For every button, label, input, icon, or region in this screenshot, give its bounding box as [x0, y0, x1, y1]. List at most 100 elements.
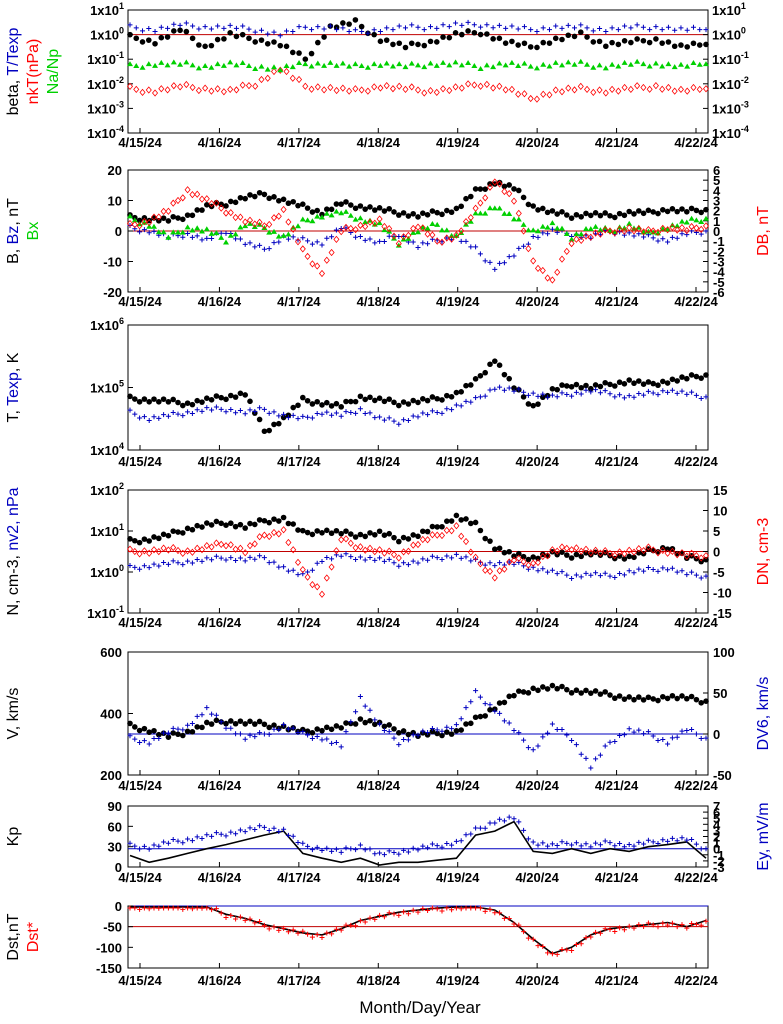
DN-point	[280, 526, 287, 534]
Bz-point	[194, 233, 200, 239]
T-point	[256, 416, 263, 423]
B-point	[400, 210, 407, 216]
V-point	[324, 724, 330, 731]
nkT-point	[389, 85, 396, 93]
Ey-point	[434, 843, 440, 849]
N-point	[127, 536, 133, 542]
Dst*-point	[449, 907, 455, 913]
panel-3-ytick-exp: -1	[116, 604, 124, 614]
Ey-point	[180, 840, 186, 846]
T-point	[261, 428, 268, 435]
T/Texp-point	[340, 25, 346, 31]
panel-4-ytick-label: 600	[100, 645, 122, 660]
DV6-point	[285, 726, 291, 732]
panel-4-ylabel_left: V, km/s	[5, 688, 22, 740]
nv2-point	[386, 556, 392, 562]
Ey-point	[242, 829, 248, 835]
Ey-point	[228, 829, 234, 835]
Bz-point	[305, 238, 311, 244]
panel-2-xtick-label: 4/17/24	[277, 454, 321, 469]
B-point	[631, 211, 637, 217]
V-point	[674, 695, 680, 702]
nkT-point	[220, 88, 227, 96]
nkT-point	[565, 84, 572, 92]
DN-point	[693, 551, 700, 560]
Texp-point	[204, 405, 210, 411]
DN-point	[371, 548, 378, 556]
nv2-point	[257, 553, 263, 559]
Ey-point	[621, 844, 627, 850]
Ey-point	[660, 837, 666, 843]
N-point	[549, 548, 556, 555]
nv2-point	[487, 560, 493, 566]
N-point	[338, 530, 345, 537]
B-point	[170, 213, 176, 220]
nkT-point	[690, 83, 697, 92]
DB-point	[534, 264, 542, 273]
nkT-point	[609, 85, 616, 93]
T-point	[703, 372, 709, 378]
Bx-point	[592, 223, 599, 229]
panel-1	[126, 169, 710, 293]
panel-5-y2tick-label: 2	[713, 830, 720, 845]
Texp-point	[525, 392, 531, 398]
nv2-point	[626, 568, 632, 574]
Dst*-point	[372, 916, 378, 922]
T-point	[626, 377, 632, 383]
Dst*-point	[381, 914, 387, 920]
DB-point	[395, 239, 402, 248]
DV6-point	[127, 733, 133, 739]
panel-1-xtick-label: 4/18/24	[357, 294, 401, 309]
Texp-point	[482, 393, 488, 399]
nv2-point	[410, 558, 416, 564]
Bx-point	[232, 231, 239, 237]
Dst*-point	[314, 932, 320, 938]
DB-point	[352, 225, 359, 234]
nv2-point	[698, 575, 704, 581]
N-point	[213, 518, 220, 525]
N-point	[597, 552, 604, 558]
Ey-point	[554, 842, 560, 848]
T-point	[242, 392, 248, 398]
DN-point	[376, 546, 383, 554]
panel-0-ytick-label: 1x10-3	[87, 99, 124, 116]
T-point	[213, 393, 220, 399]
V-point	[597, 691, 604, 697]
N-point	[439, 523, 445, 530]
B-point	[616, 210, 623, 217]
B-point	[184, 212, 191, 218]
DN-point	[462, 537, 470, 546]
DV6-point	[434, 727, 440, 733]
DB-point	[611, 229, 618, 237]
panel-0-y2tick-exp: -4	[741, 124, 749, 134]
DB-point	[683, 226, 690, 235]
Dst*-point	[281, 925, 287, 931]
Texp-point	[305, 414, 311, 420]
beta-point	[421, 42, 428, 49]
V-point	[540, 684, 546, 690]
N-point	[463, 516, 469, 522]
DV6-point	[540, 734, 546, 740]
N-point	[223, 522, 229, 528]
DV6-point	[453, 722, 459, 728]
N-point	[156, 535, 162, 542]
N-point	[525, 556, 532, 563]
B-point	[482, 186, 489, 192]
Na/Np-point	[677, 61, 684, 67]
Ey-point	[482, 825, 488, 831]
T/Texp-point	[208, 26, 214, 32]
beta-point	[271, 39, 277, 45]
Ey-point	[530, 839, 536, 845]
panel-3-y2tick-label: 10	[713, 504, 727, 519]
panel-1-xtick-label: 4/19/24	[436, 294, 480, 309]
DN-point	[702, 551, 710, 560]
Texp-point	[641, 392, 647, 398]
beta-point	[509, 38, 515, 45]
V-point	[357, 716, 364, 722]
T-point	[348, 398, 354, 405]
Bz-point	[199, 237, 205, 243]
nv2-point	[213, 553, 219, 559]
DN-point	[342, 535, 350, 543]
nv2-point	[650, 566, 656, 572]
Ey-point	[271, 825, 277, 831]
